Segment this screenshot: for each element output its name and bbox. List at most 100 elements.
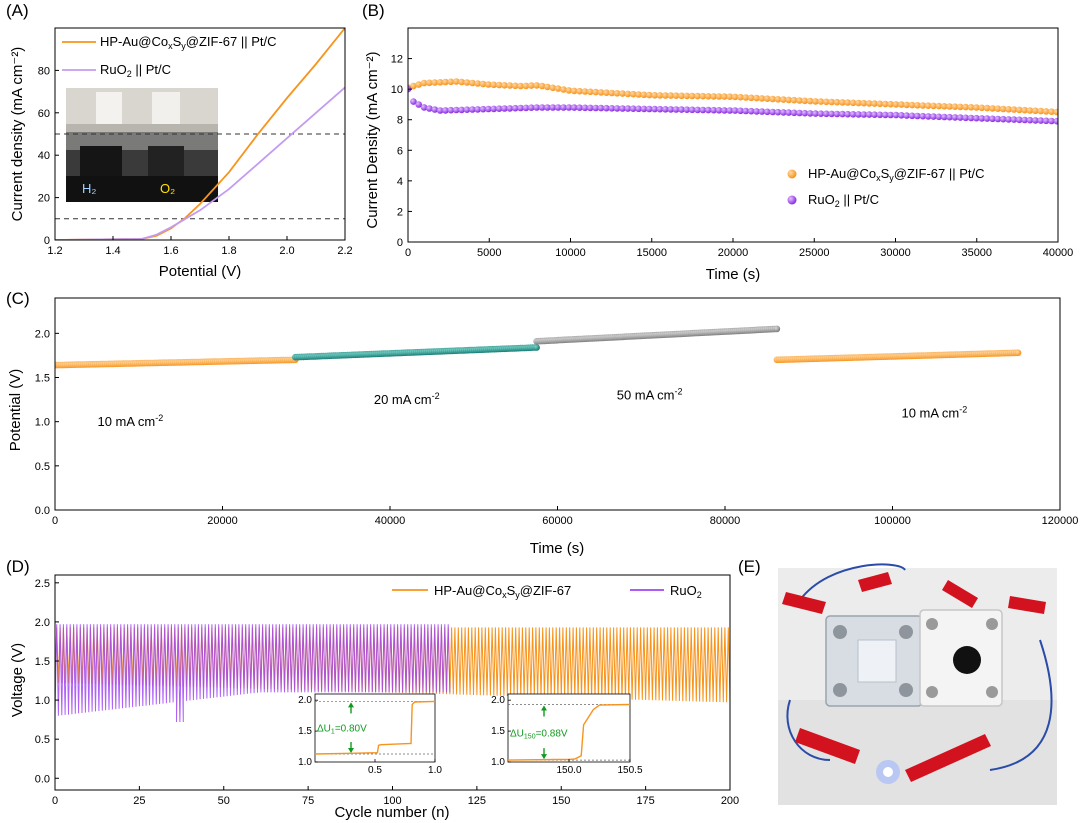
legend-entry: RuO2 (670, 583, 702, 600)
segment-label: 10 mA cm-2 (901, 404, 967, 420)
data-point (688, 92, 696, 100)
data-point (420, 79, 428, 87)
data-point (1037, 117, 1045, 124)
inset-y-tick-label: 1.0 (491, 757, 505, 768)
data-point (983, 104, 991, 112)
data-point (855, 99, 862, 107)
panel-b: (B) Time (s) Current Density (mA cm⁻²) H… (362, 1, 1073, 283)
data-point (812, 110, 819, 117)
data-point (415, 81, 423, 88)
data-point (764, 108, 771, 116)
data-point (747, 107, 755, 115)
legend-entry: RuO2 || Pt/C (100, 62, 171, 79)
data-point (635, 105, 642, 113)
data-point (865, 111, 873, 118)
panel-c-label: (C) (6, 289, 30, 308)
x-tick-label: 15000 (636, 247, 667, 259)
x-tick-label: 5000 (477, 247, 501, 259)
data-point (753, 94, 760, 102)
inset-x-tick-label: 150.0 (556, 765, 581, 776)
legend-entry: RuO2 || Pt/C (808, 192, 879, 209)
data-point (780, 109, 787, 116)
y-tick-label: 2 (397, 206, 403, 218)
inset-x-tick-label: 150.5 (617, 765, 642, 776)
data-point (710, 93, 717, 100)
data-point (839, 99, 846, 106)
data-point (544, 83, 551, 91)
x-tick-label: 0 (52, 515, 58, 527)
data-point (908, 101, 916, 109)
data-point (699, 92, 707, 100)
data-point (587, 88, 594, 96)
data-point (624, 90, 632, 98)
data-point (453, 106, 460, 114)
data-point (742, 94, 750, 101)
data-point (753, 108, 760, 115)
y-tick-label: 0.5 (35, 734, 50, 746)
x-tick-label: 25 (133, 795, 145, 807)
data-point (619, 105, 626, 112)
data-point (554, 85, 562, 92)
data-point (447, 106, 455, 114)
data-point (512, 104, 519, 112)
data-point (855, 111, 862, 118)
data-point (715, 107, 723, 114)
data-point (951, 103, 959, 110)
y-tick-label: 4 (397, 176, 403, 188)
legend-entry: HP-Au@CoxSy@ZIF-67 (434, 583, 571, 600)
panel-c-frame (54, 297, 1061, 511)
data-point (469, 106, 476, 113)
data-point (442, 78, 449, 86)
data-point (828, 110, 835, 118)
delta-u-label: ΔU150=0.88V (510, 728, 568, 740)
x-tick-label: 60000 (542, 515, 573, 527)
delta-arrowhead (348, 702, 354, 708)
inset: 1.0 1.5 2.0 150.0 150.5 ΔU150=0.88V (491, 693, 643, 776)
panel-d-insets: 1.0 1.5 2.0 0.5 1.0 ΔU1=0.80V 1.0 1.5 2.0 150.0 15… (298, 693, 643, 776)
data-point (769, 108, 776, 116)
data-point (967, 114, 975, 122)
data-point (667, 92, 675, 99)
data-point (796, 109, 803, 117)
data-point (570, 104, 578, 111)
data-point (742, 107, 750, 115)
panel-e-photo (778, 563, 1057, 805)
data-point (1005, 116, 1012, 123)
data-point (613, 90, 621, 97)
data-point (860, 111, 868, 118)
data-point (672, 106, 680, 113)
panel-c-xlabel: Time (s) (530, 540, 584, 557)
data-point (892, 101, 900, 108)
data-point (978, 104, 986, 112)
data-point (1032, 117, 1039, 124)
inset-y-tick-label: 1.0 (298, 757, 312, 768)
data-point (603, 89, 610, 96)
data-point (898, 112, 905, 119)
data-point (629, 90, 637, 98)
y-tick-label: 80 (38, 65, 50, 77)
series-line (55, 86, 345, 240)
data-point (1021, 106, 1028, 114)
data-point (453, 78, 460, 85)
data-point (651, 92, 658, 99)
data-point (849, 99, 857, 107)
data-point (790, 96, 798, 104)
panel-a-frame (54, 27, 346, 241)
y-tick-label: 0.0 (35, 505, 50, 517)
x-tick-label: 75 (302, 795, 314, 807)
data-point (994, 115, 1002, 123)
legend-entry: HP-Au@CoxSy@ZIF-67 || Pt/C (808, 166, 985, 183)
segment-label: 20 mA cm-2 (374, 391, 440, 407)
data-point (978, 115, 986, 122)
data-point (463, 79, 471, 86)
data-point (538, 82, 546, 90)
data-point (1010, 116, 1018, 123)
data-point (436, 79, 444, 86)
data-point (1042, 117, 1050, 125)
data-point (1016, 106, 1023, 114)
data-point (544, 104, 551, 111)
data-point (962, 114, 969, 122)
panel-a-label: (A) (6, 1, 29, 20)
data-point (1016, 116, 1023, 124)
inset-y-tick-label: 2.0 (491, 695, 505, 706)
